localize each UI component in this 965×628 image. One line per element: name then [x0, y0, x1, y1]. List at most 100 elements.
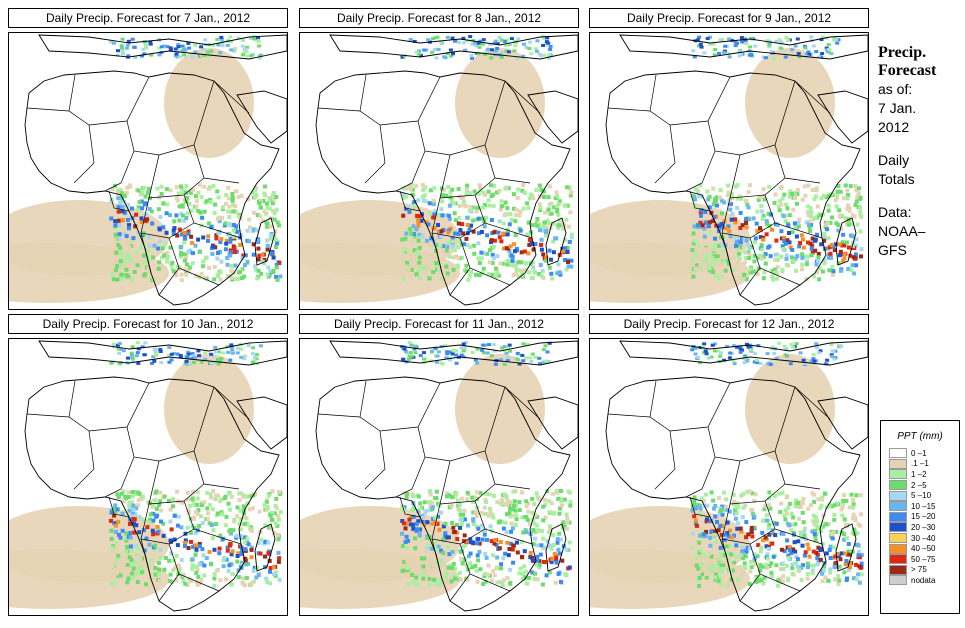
legend-title: PPT (mm): [897, 431, 943, 442]
dry-region: [164, 354, 254, 464]
country-border: [721, 538, 733, 580]
data-label: Data:: [878, 204, 912, 220]
country-border: [108, 496, 130, 518]
precip-field: [109, 35, 283, 282]
coastline: [527, 90, 578, 144]
legend-item: 20 –30: [889, 522, 959, 533]
legend-swatch: [889, 522, 907, 533]
country-border: [148, 460, 160, 505]
legend-swatch: [889, 511, 907, 522]
country-border: [26, 107, 90, 126]
country-border: [449, 573, 471, 602]
country-border: [729, 154, 741, 199]
as-of-label: as of:: [878, 81, 913, 97]
country-border: [88, 76, 150, 126]
country-border: [73, 430, 95, 490]
coastline: [329, 34, 578, 60]
legend-item: 15 –20: [889, 511, 959, 523]
country-border: [213, 80, 250, 114]
legend-swatch: [889, 469, 907, 480]
legend-label: .1 –1: [911, 459, 929, 469]
country-border: [439, 154, 451, 199]
coastline: [817, 90, 868, 144]
country-border: [140, 197, 195, 239]
panel-title: Daily Precip. Forecast for 10 Jan., 2012: [8, 314, 288, 334]
precip-map: [8, 32, 288, 310]
precip-map: [299, 32, 579, 310]
coastline: [835, 217, 857, 266]
coastline: [236, 90, 287, 144]
as-of-date: 7 Jan.: [878, 100, 917, 116]
country-border: [395, 150, 426, 192]
data-source-line1: NOAA–: [878, 223, 926, 239]
legend-label: nodata: [911, 575, 936, 585]
precip-field: [400, 35, 574, 282]
legend-item: 50 –75: [889, 554, 959, 565]
country-border: [504, 80, 541, 114]
precip-map: [8, 338, 288, 616]
country-border: [317, 413, 381, 432]
legend-item: 0 –1: [889, 448, 959, 459]
coastline: [38, 34, 287, 60]
country-border: [654, 430, 676, 490]
country-border: [88, 382, 150, 432]
country-border: [504, 386, 541, 420]
as-of-year: 2012: [878, 119, 910, 135]
coastline: [545, 523, 567, 572]
legend-item: nodata: [889, 575, 959, 586]
legend-label: 5 –10: [911, 491, 932, 501]
legend-item: 1 –2: [889, 469, 959, 480]
precip-legend: PPT (mm) 0 –1.1 –1 1 –2 2 –5 5 –10 10 –15 15 …: [880, 420, 960, 614]
precip-field: [690, 35, 864, 282]
country-border: [213, 386, 250, 420]
panel-title: Daily Precip. Forecast for 12 Jan., 2012: [589, 314, 869, 334]
legend-swatch: [889, 448, 907, 459]
coastline: [619, 340, 868, 366]
legend-item: 30 –40: [889, 533, 959, 544]
legend-swatch: [889, 554, 907, 565]
country-border: [669, 76, 731, 126]
country-border: [399, 496, 421, 518]
country-border: [739, 267, 761, 296]
country-border: [104, 456, 135, 498]
coastline: [605, 376, 861, 612]
country-border: [364, 124, 386, 184]
country-border: [140, 503, 195, 545]
country-border: [721, 232, 733, 274]
legend-label: 40 –50: [911, 544, 936, 554]
legend-swatch: [889, 480, 907, 491]
dry-region: [164, 48, 254, 158]
coastline: [236, 396, 287, 450]
panel-title: Daily Precip. Forecast for 9 Jan., 2012: [589, 8, 869, 28]
panel-title: Daily Precip. Forecast for 7 Jan., 2012: [8, 8, 288, 28]
country-border: [729, 460, 741, 505]
country-border: [721, 503, 776, 545]
coastline: [254, 217, 276, 266]
legend-item: .1 –1: [889, 458, 959, 470]
coastline: [817, 396, 868, 450]
dry-region: [745, 48, 835, 158]
legend-swatch: [889, 490, 907, 501]
country-border: [148, 154, 160, 199]
country-border: [108, 190, 130, 212]
legend-swatch: [889, 575, 907, 586]
country-border: [73, 124, 95, 184]
precip-map: [589, 32, 869, 310]
legend-label: 2 –5: [911, 480, 927, 490]
legend-label: 10 –15: [911, 501, 936, 511]
country-border: [379, 76, 441, 126]
data-source-line2: GFS: [878, 242, 907, 258]
country-border: [359, 380, 367, 418]
coastline: [835, 523, 857, 572]
legend-swatch: [889, 564, 907, 575]
country-border: [158, 573, 180, 602]
legend-swatch: [889, 533, 907, 544]
country-border: [26, 413, 90, 432]
country-border: [685, 150, 716, 192]
country-border: [395, 456, 426, 498]
precip-map: [589, 338, 869, 616]
coastline: [315, 70, 571, 306]
coastline: [527, 396, 578, 450]
country-border: [689, 190, 711, 212]
country-border: [68, 380, 76, 418]
